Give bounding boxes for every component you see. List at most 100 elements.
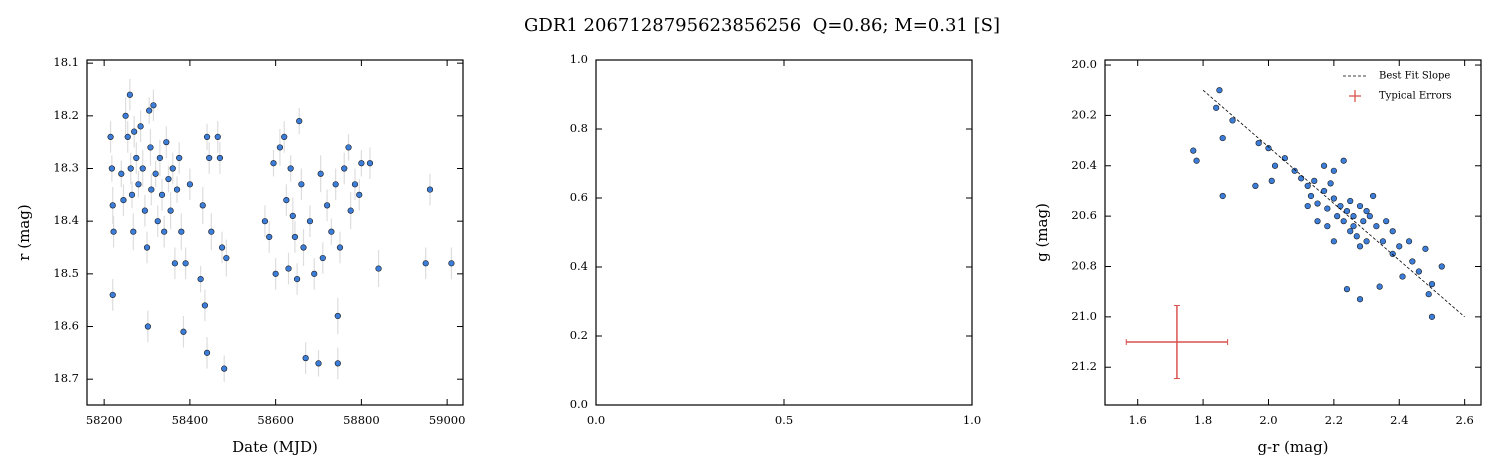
point <box>1360 218 1367 225</box>
x-tick-label: 2.2 <box>1325 413 1343 427</box>
point <box>317 170 324 177</box>
point <box>109 291 116 299</box>
point <box>375 265 382 272</box>
point <box>180 328 187 335</box>
point <box>1405 238 1413 245</box>
point <box>1193 157 1200 164</box>
point <box>1350 213 1357 220</box>
y-tick-label: 18.2 <box>53 108 79 122</box>
point <box>176 154 183 162</box>
point <box>1271 162 1279 169</box>
y-tick-label: 0.6 <box>570 190 588 204</box>
point <box>1320 162 1328 169</box>
x-tick-label: 2.6 <box>1456 413 1474 427</box>
point <box>1340 157 1347 164</box>
y-tick-label: 20.4 <box>1071 158 1097 172</box>
point <box>127 165 134 172</box>
x-axis-label: Date (MJD) <box>232 438 318 456</box>
point <box>319 254 326 262</box>
point <box>216 154 224 162</box>
y-tick-label: 20.8 <box>1071 258 1097 272</box>
point <box>356 191 363 198</box>
point <box>1337 202 1344 210</box>
point <box>334 360 341 367</box>
point <box>1304 182 1311 190</box>
point <box>328 228 335 235</box>
point <box>126 91 133 98</box>
point <box>347 207 354 214</box>
x-axis-label: g-r (mag) <box>1257 438 1328 456</box>
point <box>173 186 181 193</box>
point <box>366 160 374 167</box>
point <box>261 218 269 225</box>
point <box>1265 145 1272 152</box>
point <box>118 170 125 177</box>
point <box>351 181 359 188</box>
point <box>1327 180 1334 187</box>
point <box>1356 202 1364 210</box>
point <box>334 312 341 320</box>
point <box>169 165 176 172</box>
point <box>154 218 161 225</box>
point <box>203 133 211 141</box>
point <box>1347 228 1354 235</box>
point <box>214 133 221 141</box>
point <box>182 260 189 267</box>
point <box>1366 213 1373 220</box>
point <box>1307 192 1315 200</box>
point <box>298 181 305 188</box>
point <box>1219 192 1226 200</box>
point <box>293 276 301 283</box>
point <box>276 144 284 151</box>
point <box>1399 273 1406 280</box>
point <box>285 265 292 272</box>
point <box>266 233 273 241</box>
x-tick-label: 58600 <box>257 413 294 427</box>
point <box>1383 218 1390 225</box>
point <box>291 233 299 241</box>
point <box>1428 281 1436 288</box>
point <box>146 107 153 114</box>
point <box>341 165 348 172</box>
best-fit-line <box>1202 89 1465 318</box>
point <box>1363 207 1370 215</box>
point <box>426 186 434 193</box>
y-tick-label: 1.0 <box>570 52 588 66</box>
point <box>130 228 137 235</box>
point <box>1229 117 1236 124</box>
point <box>171 260 178 267</box>
point <box>1330 195 1337 202</box>
point <box>1389 228 1396 235</box>
point <box>161 228 168 235</box>
point <box>1356 243 1364 250</box>
point <box>133 154 140 162</box>
point <box>296 117 303 125</box>
point <box>107 133 114 141</box>
y-tick-label: 18.1 <box>53 55 79 69</box>
point <box>1376 283 1383 290</box>
legend-label: Typical Errors <box>1379 91 1452 102</box>
point <box>311 270 318 277</box>
point <box>156 154 163 162</box>
point <box>422 260 429 267</box>
point <box>131 128 138 135</box>
point <box>1415 268 1422 275</box>
point <box>218 244 226 251</box>
point <box>1291 167 1298 174</box>
point <box>197 276 204 283</box>
y-axis-label: g (mag) <box>1033 203 1051 262</box>
point <box>135 181 142 188</box>
point <box>1350 223 1357 230</box>
point <box>1363 238 1370 245</box>
x-tick-label: 58200 <box>86 413 123 427</box>
point <box>302 355 309 362</box>
y-tick-label: 20.0 <box>1071 57 1097 71</box>
y-tick-label: 18.4 <box>53 213 79 227</box>
point <box>1422 245 1429 252</box>
x-tick-label: 0.5 <box>775 413 793 427</box>
point <box>150 102 157 109</box>
point <box>323 202 331 209</box>
point <box>345 144 352 151</box>
point <box>283 197 290 204</box>
point <box>1343 286 1351 293</box>
